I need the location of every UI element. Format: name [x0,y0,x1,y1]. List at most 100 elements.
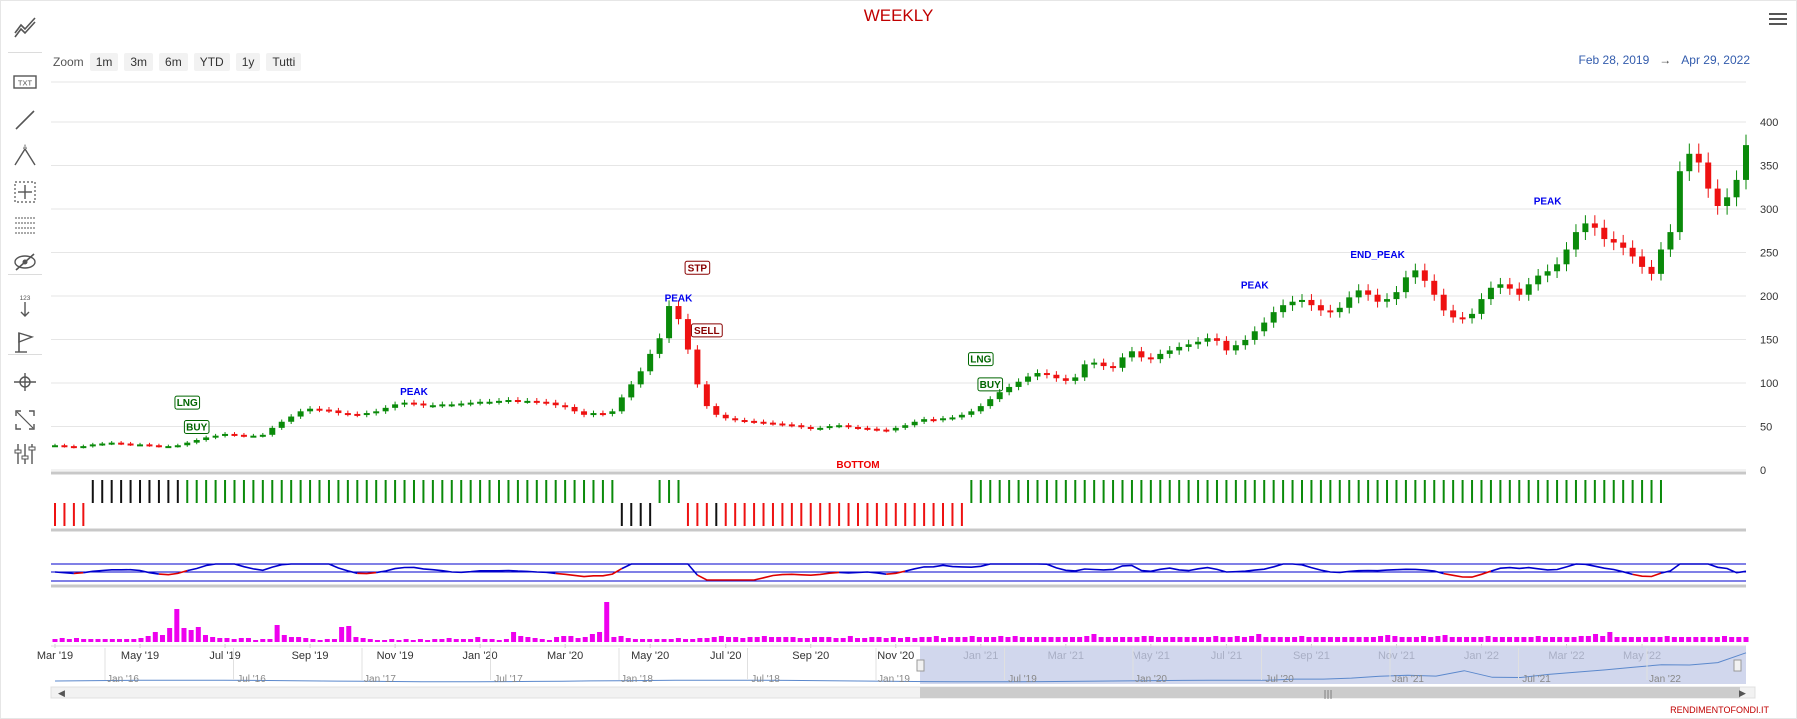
volume-bar [88,639,94,642]
volume-bar [1105,637,1111,642]
candlestick [798,425,805,428]
volume-bar [1363,637,1369,642]
volume-bar [446,638,452,642]
volume-bar [690,639,696,642]
volume-bar [1542,637,1548,642]
candlestick [392,404,399,408]
volume-bar [1249,636,1255,642]
volume-bar [1550,637,1556,642]
zoom-3m-button[interactable]: 3m [124,53,154,71]
candlestick [1062,378,1069,381]
volume-bar [245,638,251,642]
volume-bar [224,638,230,642]
volume-bar [1077,637,1083,642]
candlestick [1525,284,1532,295]
candlestick [1374,294,1381,302]
scrollbar-thumb[interactable] [920,687,1740,698]
volume-bar [819,637,825,642]
volume-bar [1241,637,1247,642]
candlestick [1497,284,1504,288]
volume-bar [167,628,173,642]
candlestick [1128,351,1135,358]
candlestick [911,421,918,426]
candlestick [401,402,408,405]
volume-bar [733,637,739,642]
candlestick [496,400,503,403]
candlestick [836,425,843,428]
volume-bar [310,639,316,642]
candlestick [694,349,701,385]
candlestick [760,421,767,424]
line-chart-icon[interactable] [6,10,44,42]
line-tool-icon[interactable] [6,104,44,136]
volume-bar [546,640,552,642]
volume-bar [1134,637,1140,642]
fullscreen-icon[interactable] [6,404,44,436]
navigator-left-handle[interactable] [916,659,925,672]
scrollbar-left-arrow-icon[interactable]: ◀ [58,689,65,699]
candlestick [259,434,266,437]
volume-bar [640,639,646,642]
oscillator-line [54,571,74,575]
fibonacci-lines-icon[interactable] [6,210,44,242]
text-annotation-icon[interactable]: TXT [6,66,44,98]
annotation-box [174,395,201,410]
candlestick [1544,271,1551,276]
candlestick [1629,247,1636,257]
volume-bar [1657,637,1663,642]
volume-bar [159,635,165,642]
candlestick [987,399,994,407]
volume-bar [554,637,560,642]
menu-icon[interactable] [1768,10,1788,30]
candlestick [817,427,824,430]
zoom-ytd-button[interactable]: YTD [193,53,230,71]
flag-marker-icon[interactable] [6,326,44,358]
annotation-box [690,323,723,338]
candlestick [703,384,710,407]
candlestick [269,427,276,435]
volume-bar [597,632,603,642]
toolbar-separator [8,354,42,355]
volume-bar [152,632,158,642]
vertical-counter-icon[interactable]: 123 [6,290,44,322]
volume-bar [503,639,509,642]
volume-bar [797,638,803,642]
zoom-6m-button[interactable]: 6m [159,53,188,71]
volume-bar [983,637,989,642]
volume-bar [962,637,968,642]
navigator-right-handle[interactable] [1733,659,1742,672]
x-tick-label: Sep '19 [292,650,329,662]
x-tick-label: Mar '19 [37,650,73,662]
zoom-1y-button[interactable]: 1y [235,53,261,71]
candlestick [118,442,125,445]
crosshair-measure-icon[interactable] [6,176,44,208]
candlestick [1620,242,1627,248]
candlestick [212,435,219,438]
date-to-input[interactable]: Apr 29, 2022 [1681,53,1750,67]
scrollbar-right-arrow-icon[interactable]: ▶ [1739,689,1746,699]
triangle-pattern-icon[interactable]: A [6,140,44,172]
volume-bar [618,636,624,642]
volume-bar [181,628,187,642]
candlestick [89,444,96,447]
candlestick [184,442,191,446]
zoom-1m-button[interactable]: 1m [89,53,119,71]
candlestick [1176,346,1183,351]
candlestick [854,426,861,429]
volume-bar [812,637,818,642]
hide-annotations-icon[interactable] [6,246,44,278]
volume-bar [604,602,610,642]
volume-bar [138,638,144,642]
zoom-all-button[interactable]: Tutti [266,53,302,71]
volume-bar [468,639,474,642]
indicators-icon[interactable] [6,438,44,470]
candlestick [1110,366,1117,369]
candlestick [1601,227,1608,240]
date-from-input[interactable]: Feb 28, 2019 [1578,53,1650,67]
candlestick [1336,307,1343,313]
candlestick [1365,290,1372,295]
volume-bar [217,638,223,642]
volume-bar [475,637,481,642]
candlestick [335,410,342,414]
zoom-pan-icon[interactable] [6,366,44,398]
